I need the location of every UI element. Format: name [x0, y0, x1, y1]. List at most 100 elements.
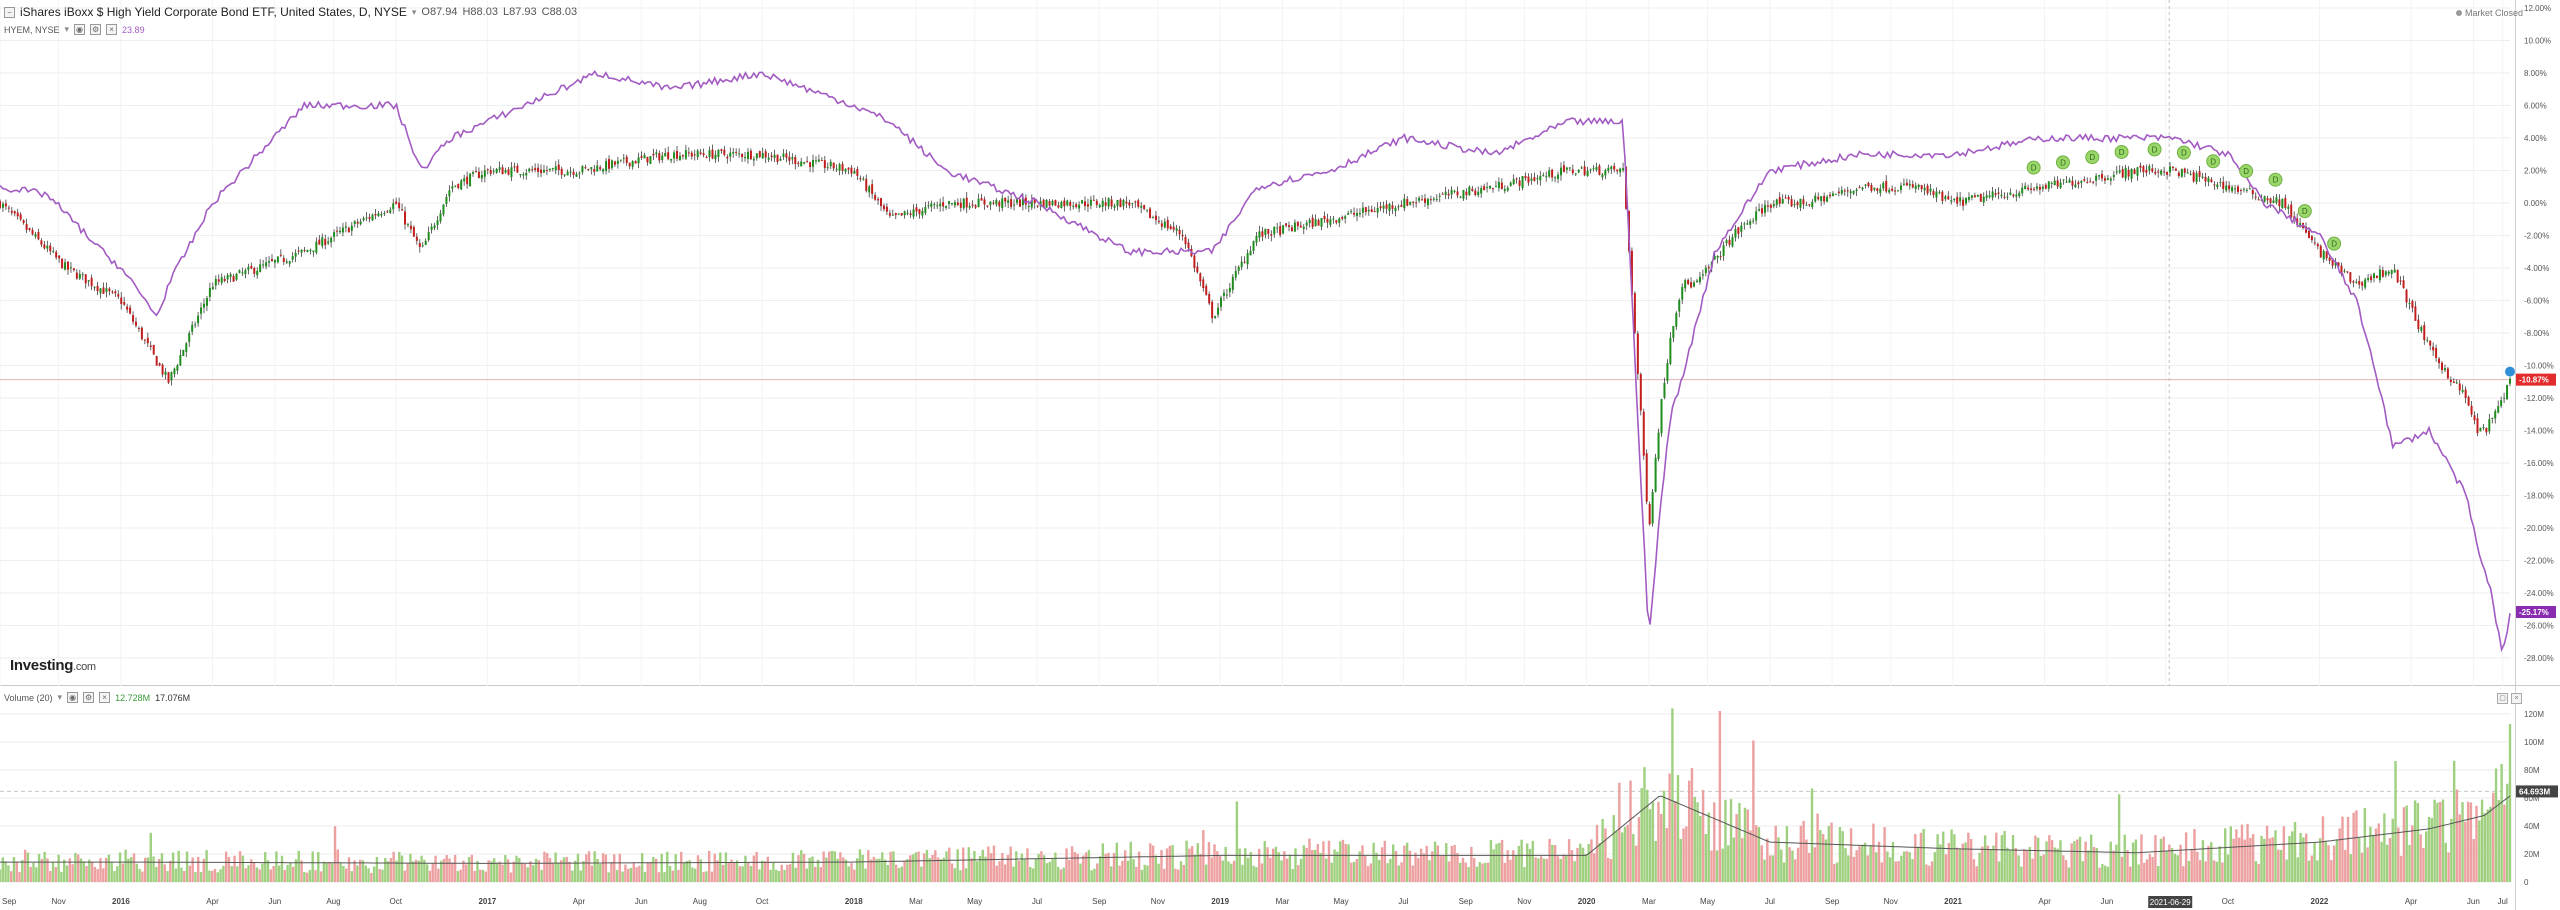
candle-up	[1758, 209, 1761, 211]
volume-bar-up	[0, 869, 2, 882]
compare-eye-icon[interactable]: ◉	[74, 24, 86, 35]
candle-down	[1385, 204, 1388, 209]
volume-bar-up	[1154, 855, 1158, 882]
volume-bar-down	[1207, 842, 1211, 882]
volume-bar-up	[400, 855, 404, 882]
candle-down	[297, 250, 300, 252]
volume-bar-up	[138, 868, 141, 882]
candle-down	[909, 213, 912, 216]
candle-up	[1081, 200, 1084, 204]
volume-bar-up	[1146, 865, 1149, 882]
volume-bar-up	[794, 867, 797, 882]
pane-close-icon[interactable]: ×	[2511, 693, 2522, 704]
volume-bar-up	[836, 858, 839, 882]
compare-last-badge-bg	[2516, 606, 2556, 619]
x-tick-label: Jul	[1398, 897, 1408, 906]
volume-bar-down	[2249, 837, 2252, 882]
candle-down	[1326, 218, 1329, 223]
candle-up	[838, 164, 841, 171]
volume-bar-up	[2335, 839, 2339, 882]
candle-up	[315, 241, 318, 253]
candle-down	[1353, 212, 1356, 215]
candle-up	[2098, 175, 2101, 177]
candle-down	[1285, 223, 1288, 226]
candle-down	[820, 159, 823, 161]
volume-menu-caret[interactable]: ▾	[57, 692, 63, 702]
candle-up	[309, 249, 312, 251]
volume-bar-up	[2036, 837, 2040, 882]
candle-down	[1761, 208, 1764, 214]
candle-down	[1737, 227, 1740, 234]
volume-bar-down	[1453, 844, 1456, 882]
candle-up	[2186, 172, 2189, 174]
volume-settings-icon[interactable]: ⚙	[83, 692, 95, 703]
candle-down	[640, 156, 643, 158]
candle-up	[519, 174, 522, 176]
volume-bar-up	[1336, 851, 1339, 882]
volume-bar-down	[15, 861, 18, 882]
volume-bar-down	[2126, 850, 2129, 882]
compare-menu-caret[interactable]: ▾	[64, 24, 70, 34]
candle-up	[1923, 187, 1926, 191]
candle-down	[1125, 201, 1128, 204]
candle-down	[2251, 189, 2254, 195]
volume-bar-down	[2411, 825, 2414, 882]
candle-up	[2378, 269, 2381, 281]
volume-pane[interactable]: 120M 100M 80M 60M 40M 20M 0 64.693M Sep Nov 2016 Ap…	[0, 686, 2560, 910]
candle-up	[1908, 183, 1911, 186]
volume-bar-up	[2045, 841, 2048, 882]
collapse-legend-button[interactable]: −	[4, 6, 15, 18]
volume-bar-down	[2475, 805, 2478, 882]
volume-bar-up	[2006, 847, 2009, 882]
volume-bar-down	[1084, 852, 1088, 882]
volume-bar-up	[579, 870, 582, 882]
candle-up	[767, 157, 770, 160]
candle-down	[723, 149, 726, 155]
candle-down	[2003, 196, 2006, 198]
x-axis-labels: Sep Nov 2016 Apr Jun Aug Oct 2017 Apr Jun Aug Oct 20…	[2, 897, 2508, 906]
volume-bar-down	[2469, 802, 2473, 882]
volume-bar-up	[1707, 812, 1710, 882]
price-chart[interactable]: 12.00%10.00%8.00%6.00%4.00%2.00%0.00%-2.…	[0, 0, 2560, 686]
volume-bar-up	[2371, 834, 2375, 882]
volume-bar-down	[1746, 809, 1749, 882]
price-grid: 12.00%10.00%8.00%6.00%4.00%2.00%0.00%-2.…	[0, 0, 2554, 686]
volume-bar-down	[1665, 827, 1669, 882]
candle-up	[1329, 219, 1332, 225]
x-tick-label: Jun	[2467, 897, 2480, 906]
volume-bar-down	[2193, 829, 2196, 882]
volume-bar-up	[1780, 849, 1783, 882]
price-pane[interactable]: 12.00% 10.00% 8.00% 6.00% 4.00% 2.00% 0.00% -2.…	[0, 0, 2560, 686]
volume-bar-up	[1559, 859, 1562, 882]
volume-bar-down	[1447, 861, 1451, 882]
dividend-marker-label: D	[2243, 167, 2249, 176]
volume-bar-up	[1193, 854, 1197, 882]
pane-maximize-icon[interactable]: ▢	[2497, 693, 2508, 704]
compare-close-icon[interactable]: ×	[106, 24, 118, 35]
candle-up	[1554, 177, 1557, 179]
volume-bar-up	[1397, 865, 1400, 882]
volume-bar-down	[227, 856, 231, 882]
volume-close-icon[interactable]: ×	[99, 692, 111, 703]
symbol-menu-caret[interactable]: ▾	[411, 6, 417, 17]
candle-up	[2169, 166, 2172, 173]
volume-eye-icon[interactable]: ◉	[67, 692, 79, 703]
candle-down	[1790, 199, 1793, 207]
volume-bar-up	[1043, 855, 1046, 882]
candle-down	[2056, 180, 2059, 187]
volume-bar-down	[2212, 860, 2216, 882]
candle-down	[625, 156, 628, 163]
volume-bar-up	[1679, 838, 1682, 882]
volume-bar-up	[1704, 833, 1708, 882]
volume-bar-up	[2461, 802, 2464, 882]
volume-bar-down	[1768, 855, 1772, 882]
volume-bar-down	[2492, 792, 2495, 882]
compare-settings-icon[interactable]: ⚙	[90, 24, 102, 35]
candle-up	[1350, 211, 1353, 213]
volume-bar-up	[599, 864, 602, 882]
candle-up	[862, 178, 865, 180]
volume-bar-up	[2500, 764, 2503, 882]
volume-bar-down	[1897, 861, 1900, 882]
volume-bar-down	[1327, 840, 1331, 882]
